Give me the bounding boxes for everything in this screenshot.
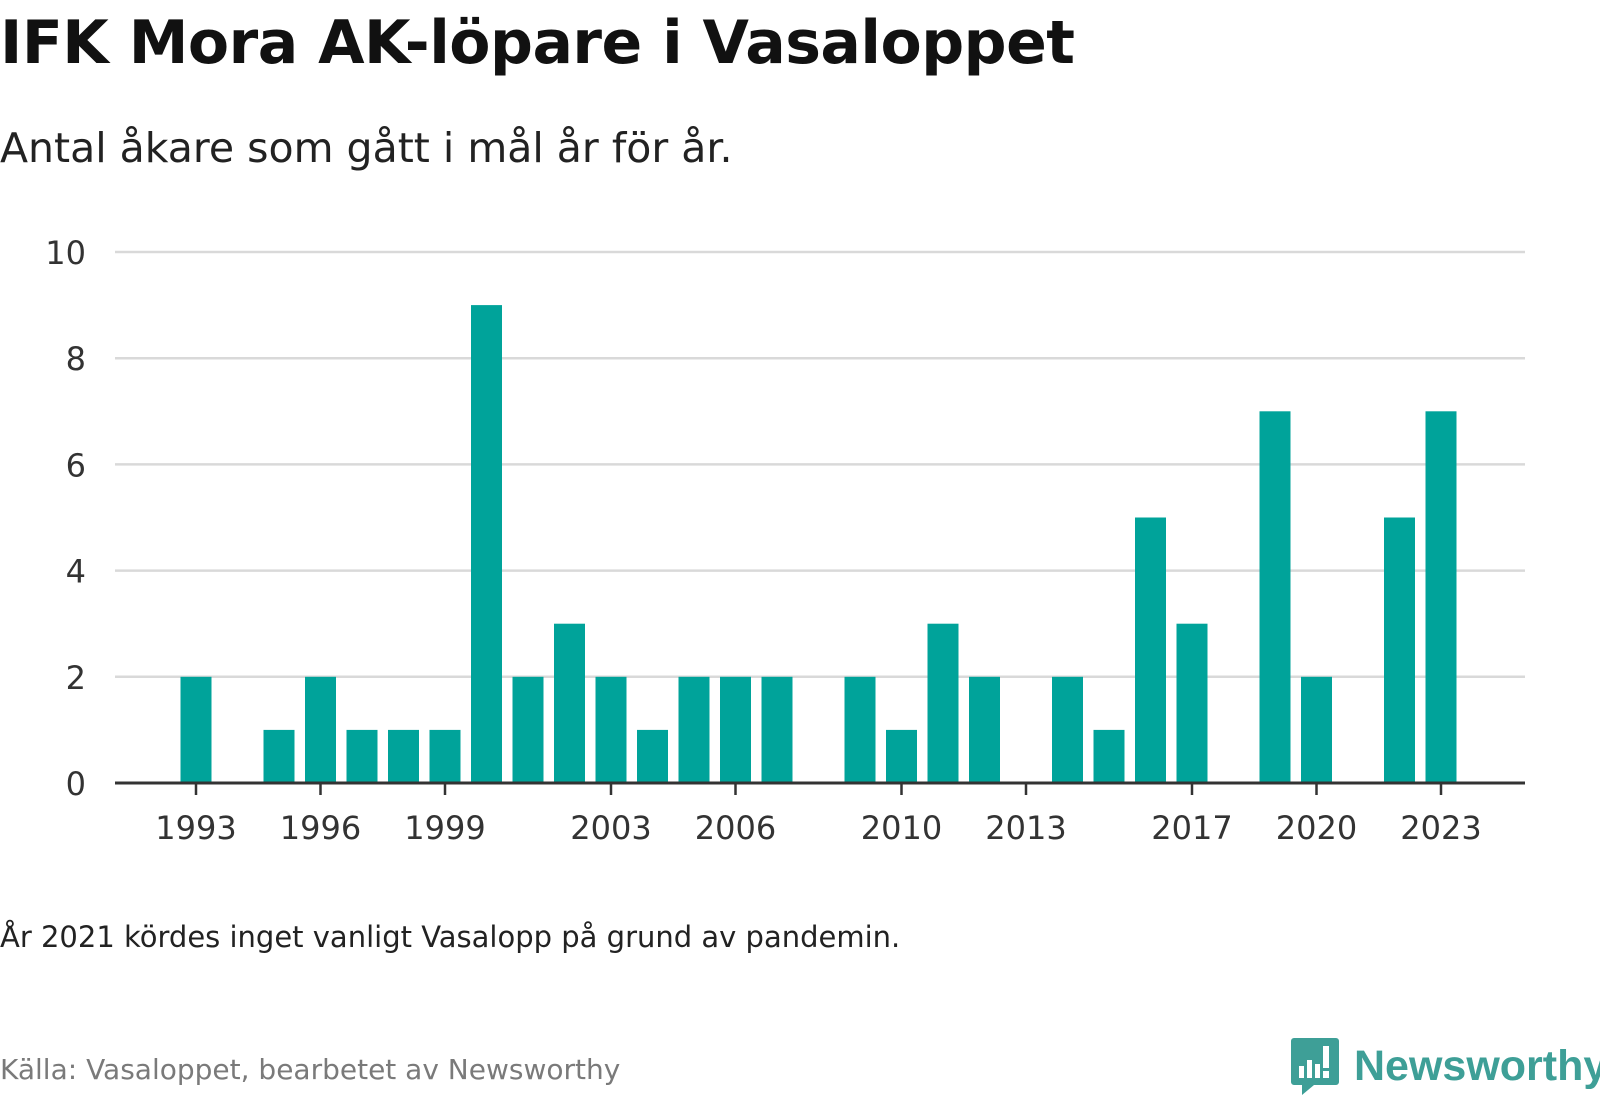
bar-2020 [1301,676,1332,783]
y-tick-label: 10 [45,234,86,272]
bar-2023 [1425,411,1457,783]
y-tick-label: 4 [66,553,86,591]
bar-2010 [886,729,917,783]
brand[interactable]: Newsworthy [1290,1036,1600,1096]
y-tick-label: 2 [66,659,86,697]
bar-2015 [1093,729,1125,783]
axes: 0 2 4 6 8 10 1993 1996 1999 2003 2006 2010 2013 2017 2… [45,234,1525,847]
x-tick-label: 1993 [155,809,236,847]
bar-2019 [1259,411,1291,783]
bar-2003 [595,676,627,783]
brand-name: Newsworthy [1354,1041,1600,1090]
y-tick-label: 6 [66,446,86,484]
footnote: År 2021 kördes inget vanligt Vasalopp på… [0,920,901,954]
bar-2006 [720,676,751,783]
bar-2009 [844,676,876,783]
bar-2014 [1052,676,1083,783]
x-tick-label: 2017 [1151,809,1232,847]
gridlines [115,250,1525,679]
bar-2002 [554,623,585,783]
chart-subtitle: Antal åkare som gått i mål år för år. [0,124,733,172]
bar-2022 [1384,517,1415,783]
bar-2005 [678,676,710,783]
y-tick-label: 0 [66,765,86,803]
x-tick-label: 2013 [985,809,1066,847]
x-tick-label: 1996 [280,809,361,847]
y-tick-label: 8 [66,340,86,378]
bar-1996 [305,676,336,783]
bar-1997 [346,729,378,783]
x-tick-label: 2023 [1400,809,1481,847]
bar-chart: 0 2 4 6 8 10 1993 1996 1999 2003 2006 2010 2013 2017 2… [45,234,1525,847]
x-tick-label: 2010 [861,809,942,847]
bar-1998 [388,729,419,783]
bar-2016 [1135,517,1166,783]
bar-2012 [969,676,1000,783]
bar-1993 [180,676,212,783]
bar-2017 [1176,623,1208,783]
bar-1995 [263,729,295,783]
bars [180,305,1457,783]
bar-2007 [761,676,793,783]
bar-2000 [471,305,502,783]
x-tick-label: 1999 [404,809,485,847]
x-tick-label: 2020 [1276,809,1357,847]
x-tick-label: 2006 [695,809,776,847]
bar-1999 [429,729,461,783]
source-credit: Källa: Vasaloppet, bearbetet av Newswort… [0,1053,621,1086]
bar-2004 [637,729,668,783]
newsworthy-logo-icon [1291,1038,1339,1095]
bar-2011 [927,623,959,783]
bar-2001 [512,676,544,783]
x-tick-label: 2003 [570,809,651,847]
chart-title: IFK Mora AK-löpare i Vasaloppet [0,8,1075,78]
